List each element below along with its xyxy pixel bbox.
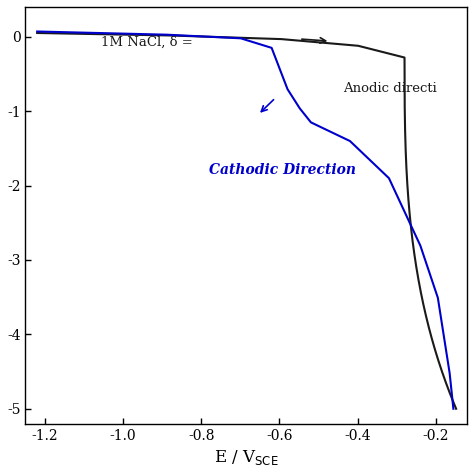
Text: 1M NaCl, δ =: 1M NaCl, δ =: [101, 36, 193, 49]
Text: Anodic directi: Anodic directi: [343, 82, 437, 95]
X-axis label: E / V$_{\rm SCE}$: E / V$_{\rm SCE}$: [214, 448, 279, 467]
Text: Cathodic Direction: Cathodic Direction: [209, 164, 356, 177]
